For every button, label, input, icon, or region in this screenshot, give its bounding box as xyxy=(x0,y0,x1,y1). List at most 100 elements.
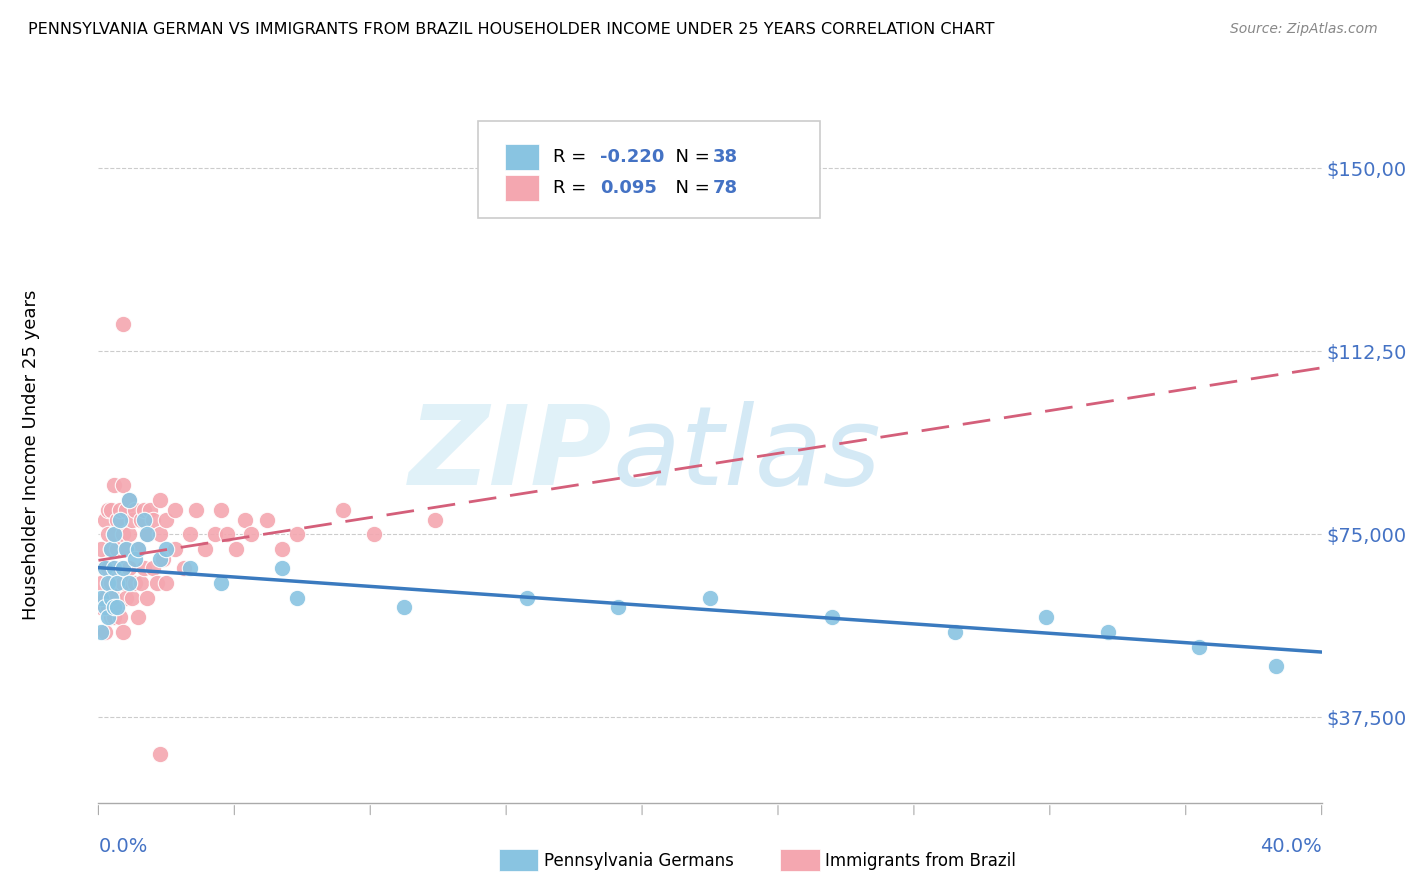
Point xyxy=(163,503,186,517)
Point xyxy=(699,591,721,605)
Text: R =: R = xyxy=(554,179,592,197)
Point xyxy=(134,503,156,517)
Point xyxy=(115,591,138,605)
Point xyxy=(136,527,159,541)
Point xyxy=(821,610,844,624)
Point xyxy=(103,610,125,624)
Point xyxy=(118,493,141,508)
Text: Immigrants from Brazil: Immigrants from Brazil xyxy=(825,852,1017,870)
Point xyxy=(155,541,177,556)
Point xyxy=(108,513,131,527)
Point xyxy=(121,591,143,605)
Point xyxy=(90,600,112,615)
Point xyxy=(1035,610,1057,624)
Point xyxy=(90,624,112,639)
Text: 38: 38 xyxy=(713,148,738,166)
Text: N =: N = xyxy=(664,179,716,197)
Text: ZIP: ZIP xyxy=(409,401,612,508)
Point xyxy=(118,576,141,591)
Point xyxy=(209,503,232,517)
Point xyxy=(285,591,308,605)
Point xyxy=(105,600,128,615)
Bar xyxy=(505,144,538,170)
Point xyxy=(186,503,208,517)
Point xyxy=(90,576,112,591)
Point xyxy=(93,561,115,575)
Point xyxy=(93,624,115,639)
Text: 40.0%: 40.0% xyxy=(1260,837,1322,856)
Point xyxy=(93,600,115,615)
Point xyxy=(105,600,128,615)
Point xyxy=(103,561,125,575)
Point xyxy=(155,576,177,591)
Point xyxy=(105,576,128,591)
Point xyxy=(93,513,115,527)
Point xyxy=(97,600,120,615)
Text: 0.095: 0.095 xyxy=(600,179,657,197)
Point xyxy=(127,541,149,556)
Point xyxy=(115,541,138,556)
Point xyxy=(103,478,125,492)
Point xyxy=(100,503,122,517)
Point xyxy=(108,610,131,624)
Point xyxy=(103,527,125,541)
Point xyxy=(90,541,112,556)
Point xyxy=(215,527,238,541)
Point xyxy=(179,527,201,541)
Point xyxy=(100,591,122,605)
Point xyxy=(285,527,308,541)
Point xyxy=(103,591,125,605)
Point xyxy=(97,527,120,541)
Point xyxy=(105,576,128,591)
Text: N =: N = xyxy=(664,148,716,166)
Point xyxy=(149,747,172,761)
Point xyxy=(115,503,138,517)
Point xyxy=(179,561,201,575)
Point xyxy=(423,513,446,527)
Point xyxy=(103,600,125,615)
Point xyxy=(111,318,134,332)
Point xyxy=(332,503,354,517)
Point xyxy=(111,624,134,639)
Point xyxy=(173,561,195,575)
Point xyxy=(270,561,292,575)
Text: Householder Income Under 25 years: Householder Income Under 25 years xyxy=(22,290,41,620)
Point xyxy=(105,513,128,527)
Text: R =: R = xyxy=(554,148,592,166)
Point xyxy=(1264,659,1286,673)
Point xyxy=(97,610,120,624)
Point xyxy=(134,513,156,527)
Point xyxy=(225,541,247,556)
Point xyxy=(943,624,966,639)
Point xyxy=(118,527,141,541)
Point xyxy=(149,493,172,508)
Point xyxy=(97,576,120,591)
Point xyxy=(124,503,146,517)
Text: -0.220: -0.220 xyxy=(600,148,664,166)
Point xyxy=(256,513,278,527)
Point xyxy=(1188,640,1211,654)
Point xyxy=(90,591,112,605)
Bar xyxy=(505,175,538,202)
Text: Source: ZipAtlas.com: Source: ZipAtlas.com xyxy=(1230,22,1378,37)
Point xyxy=(118,561,141,575)
Point xyxy=(607,600,630,615)
Point xyxy=(392,600,416,615)
Point xyxy=(149,527,172,541)
FancyBboxPatch shape xyxy=(478,121,820,219)
Point xyxy=(124,576,146,591)
Point xyxy=(108,503,131,517)
Point xyxy=(136,591,159,605)
Point xyxy=(163,541,186,556)
Point xyxy=(270,541,292,556)
Point xyxy=(233,513,256,527)
Point xyxy=(111,527,134,541)
Point xyxy=(108,561,131,575)
Point xyxy=(97,561,120,575)
Point xyxy=(142,513,165,527)
Point xyxy=(105,541,128,556)
Point xyxy=(149,551,172,566)
Point xyxy=(145,576,167,591)
Point xyxy=(93,561,115,575)
Point xyxy=(118,493,141,508)
